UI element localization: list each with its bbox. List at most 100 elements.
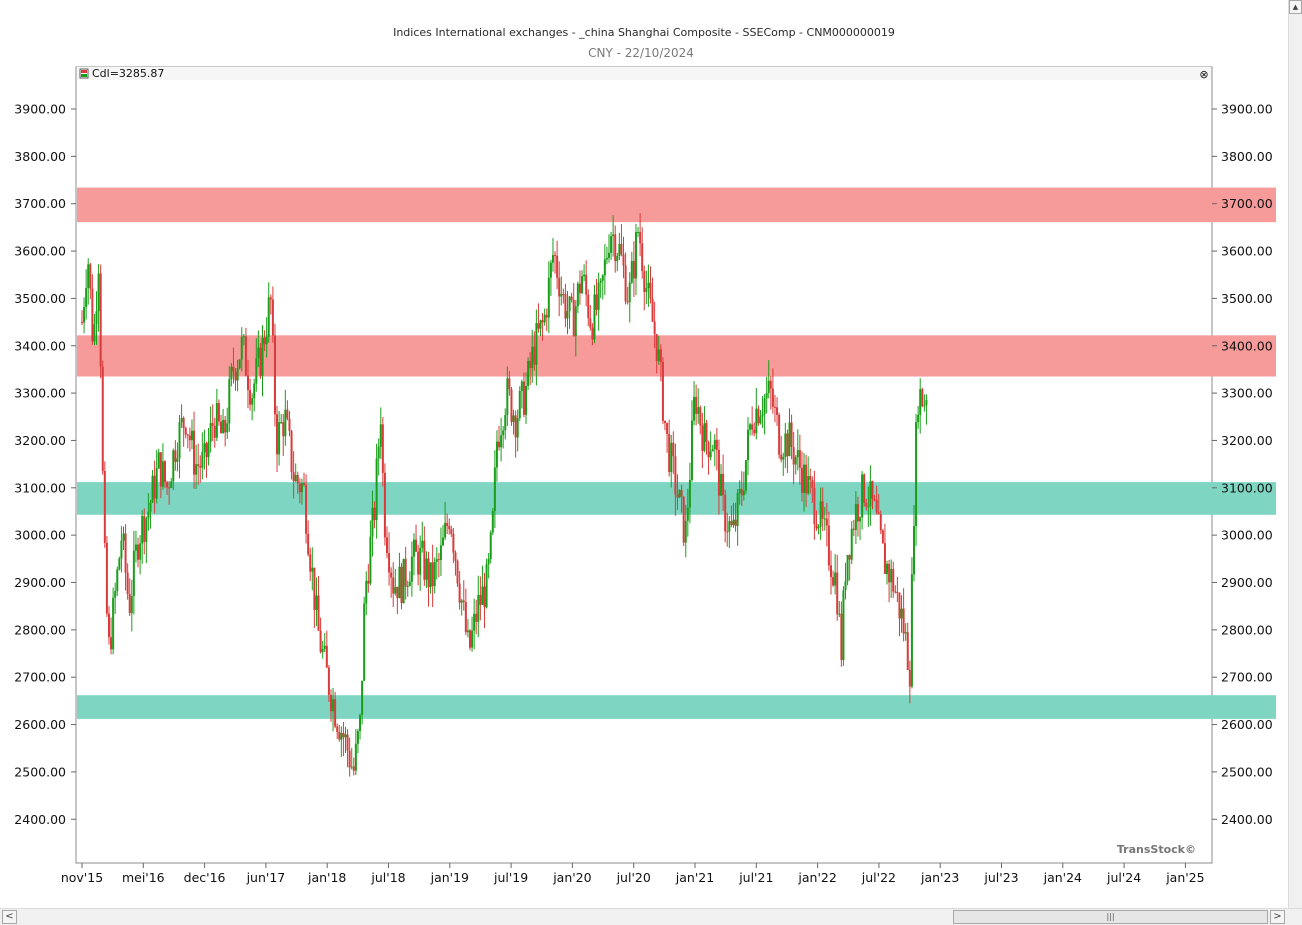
- candle-down: [431, 562, 434, 587]
- candle-up: [122, 533, 125, 541]
- candle-down: [769, 380, 772, 389]
- x-tick-label: nov'15: [61, 870, 103, 885]
- x-tick-label: jul'24: [1106, 870, 1141, 885]
- candle-up: [599, 280, 602, 283]
- candle-down: [773, 406, 776, 408]
- legend-strip: [77, 67, 1211, 80]
- candle-down: [632, 260, 635, 279]
- candle-down: [313, 567, 316, 610]
- candle-down: [906, 632, 909, 670]
- candle-down: [373, 507, 376, 521]
- x-tick-label: jan'19: [430, 870, 469, 885]
- vertical-scrollbar[interactable]: ▲: [1288, 0, 1302, 908]
- candle-up: [597, 282, 600, 310]
- candle-down: [159, 452, 162, 487]
- candle-down: [840, 613, 843, 660]
- x-tick-label: jan'20: [552, 870, 591, 885]
- y-tick-label-left: 3500.00: [14, 291, 66, 306]
- candle-down: [798, 450, 801, 468]
- scroll-thumb[interactable]: |||: [953, 910, 1268, 924]
- y-tick-label-left: 2800.00: [14, 622, 66, 637]
- candle-down: [717, 449, 720, 496]
- candle-down: [622, 254, 625, 266]
- candle-down: [329, 694, 332, 712]
- candle-down: [105, 542, 108, 614]
- candle-up: [471, 630, 474, 648]
- candle-up: [861, 474, 864, 518]
- close-icon[interactable]: ⊗: [1199, 68, 1208, 81]
- candle-up: [112, 597, 115, 650]
- candle-up: [294, 474, 297, 482]
- candle-up: [688, 479, 691, 508]
- candle-up: [209, 423, 212, 442]
- x-axis: nov'15 mei'16 dec'16 jun'17 jan'18 jul'18 jan'…: [61, 863, 1205, 885]
- scroll-right-button[interactable]: >: [1270, 910, 1285, 924]
- candle-up: [170, 481, 173, 488]
- candle-up: [506, 378, 509, 415]
- scroll-up-button[interactable]: ▲: [1289, 0, 1302, 14]
- candle-up: [85, 287, 88, 307]
- candle-up: [788, 422, 791, 457]
- candle-down: [249, 390, 252, 405]
- candle-down: [234, 371, 237, 381]
- candle-up: [284, 409, 287, 437]
- candle-down: [143, 516, 146, 542]
- legend-label: Cdl=3285.87: [92, 67, 164, 80]
- candle-down: [883, 543, 886, 574]
- plot-area: [75, 66, 1213, 864]
- candle-down: [89, 264, 92, 289]
- candle-down: [452, 533, 455, 553]
- horizontal-scrollbar[interactable]: < ||| >: [0, 908, 1302, 925]
- y-tick-label-left: 2700.00: [14, 670, 66, 685]
- candle-down: [668, 433, 671, 473]
- candle-up: [493, 467, 496, 512]
- candle-down: [871, 481, 874, 499]
- candle-up: [817, 526, 820, 529]
- candle-down: [276, 414, 279, 455]
- candle-down: [753, 429, 756, 434]
- candle-down: [367, 580, 370, 584]
- candle-up: [834, 572, 837, 586]
- candle-down: [655, 334, 658, 362]
- watermark: TransStock©: [1117, 843, 1196, 856]
- candle-up: [581, 276, 584, 294]
- candle-down: [562, 293, 565, 295]
- candle-up: [379, 424, 382, 447]
- candle-down: [128, 594, 131, 614]
- candle-down: [338, 731, 341, 740]
- candle-up: [500, 435, 503, 448]
- candle-up: [535, 323, 538, 365]
- candle-down: [780, 454, 783, 460]
- candle-down: [232, 366, 235, 372]
- candle-down: [184, 427, 187, 435]
- candle-up: [444, 522, 447, 538]
- candle-up: [215, 402, 218, 438]
- candle-up: [240, 336, 243, 360]
- candle-up: [371, 507, 374, 537]
- x-tick-label: jan'22: [797, 870, 836, 885]
- candle-down: [682, 496, 685, 543]
- candle-up: [612, 234, 615, 237]
- candle-up: [495, 441, 498, 468]
- candle-up: [354, 743, 357, 771]
- candle-up: [242, 336, 245, 338]
- candle-down: [659, 349, 662, 362]
- y-tick-label-right: 2800.00: [1221, 622, 1273, 637]
- candle-down: [570, 296, 573, 300]
- candle-up: [607, 252, 610, 258]
- candle-down: [856, 504, 859, 522]
- candle-down: [244, 336, 247, 376]
- candle-down: [875, 499, 878, 513]
- candle-up: [180, 417, 183, 423]
- candle-down: [707, 441, 710, 458]
- candle-down: [91, 288, 94, 342]
- candle-up: [491, 511, 494, 533]
- candle-up: [356, 731, 359, 744]
- candle-up: [711, 449, 714, 452]
- y-tick-label-right: 2700.00: [1221, 670, 1273, 685]
- candle-up: [228, 379, 231, 424]
- candle-down: [639, 231, 642, 244]
- candle-up: [315, 595, 318, 610]
- candle-down: [661, 361, 664, 421]
- scroll-left-button[interactable]: <: [2, 910, 17, 924]
